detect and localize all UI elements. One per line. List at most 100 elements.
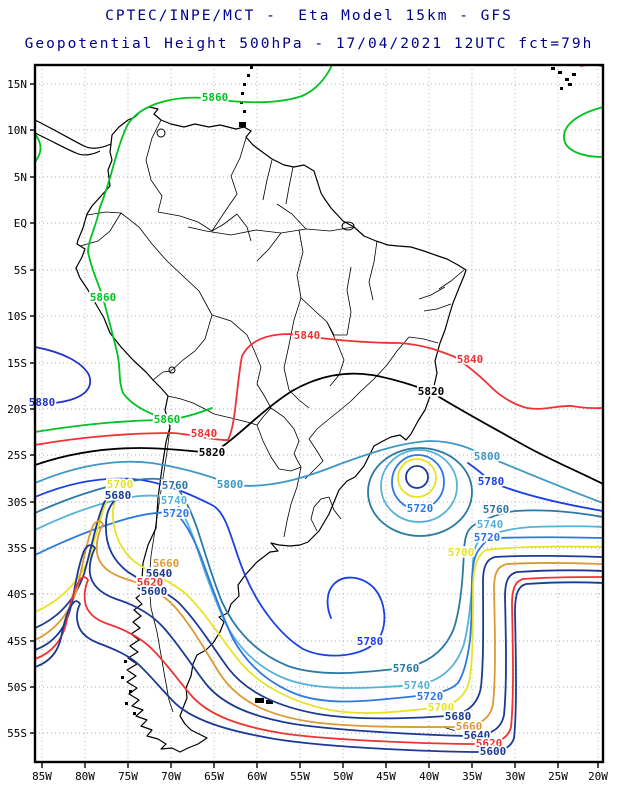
lat-label: 35S (7, 542, 27, 555)
contour-line-5860 (36, 419, 169, 433)
contour-label-5860: 5860 (154, 413, 181, 426)
border-line (187, 226, 354, 236)
border-line (283, 297, 302, 391)
contour-line-5880 (36, 346, 92, 405)
island (243, 110, 246, 113)
border-line (326, 321, 345, 387)
contour-label-5820: 5820 (199, 446, 226, 459)
contour-line-5700 (397, 458, 437, 498)
contour-label-5620: 5620 (137, 576, 164, 589)
contour-label-5820: 5820 (418, 385, 445, 398)
border-line (328, 400, 352, 420)
border-line (213, 413, 258, 426)
lon-label: 75W (118, 770, 138, 783)
lon-label: 60W (247, 770, 267, 783)
contour-label-5780: 5780 (478, 475, 505, 488)
border-line (418, 286, 446, 300)
border-line (86, 211, 122, 216)
contour-label-5640: 5640 (146, 567, 173, 580)
border-line (256, 407, 272, 426)
contour-line-5620 (36, 576, 602, 745)
island (243, 83, 246, 86)
lat-label: 30S (7, 496, 27, 509)
lat-label: 5S (14, 264, 27, 277)
contour-label-5640: 5640 (464, 729, 491, 742)
lat-label: 15N (7, 78, 27, 91)
border-line (270, 407, 300, 455)
contour-label-5800: 5800 (474, 450, 501, 463)
border-line (308, 438, 324, 462)
contour-label-5680: 5680 (445, 710, 472, 723)
border-line (328, 496, 342, 520)
contour-line-5680 (36, 495, 602, 720)
island (558, 71, 562, 74)
lon-label: 80W (75, 770, 95, 783)
island (129, 690, 132, 693)
lat-label: EQ (14, 217, 27, 230)
island (121, 676, 124, 679)
contour-label-5760: 5760 (162, 479, 189, 492)
contour-line-5660 (36, 520, 602, 728)
border-line (350, 364, 388, 402)
contour-line-5740 (380, 449, 458, 523)
border-line (256, 232, 282, 262)
chart-title-field: Geopotential Height 500hPa - 17/04/2021 … (24, 36, 594, 52)
border-line (408, 336, 439, 344)
lat-label: 5N (14, 171, 27, 184)
island (247, 74, 250, 77)
border-line (120, 212, 213, 316)
contour-label-5800: 5800 (217, 478, 244, 491)
contour-label-5620: 5620 (476, 737, 503, 750)
lat-label: 15S (7, 357, 27, 370)
contour-line-5760 (36, 477, 602, 674)
lake (168, 366, 176, 374)
lon-label: 50W (333, 770, 353, 783)
map-frame (33, 63, 605, 764)
island (133, 712, 136, 715)
border-line (310, 496, 330, 532)
lat-label: 55S (7, 727, 27, 740)
contour-label-5720: 5720 (163, 507, 190, 520)
lon-label: 40W (419, 770, 439, 783)
contour-label-5600: 5600 (141, 585, 168, 598)
border-line (423, 303, 452, 312)
contour-label-5720: 5720 (474, 531, 501, 544)
border-line (283, 466, 302, 538)
contour-line-5700 (36, 483, 602, 714)
border-line (152, 314, 213, 381)
contour-line-5860 (99, 66, 333, 208)
contour-line-5760 (367, 447, 473, 537)
contour-line-5600 (36, 581, 602, 753)
border-line (211, 213, 238, 232)
island (568, 83, 572, 86)
contour-label-5840: 5840 (294, 329, 321, 342)
lat-label: 50S (7, 681, 27, 694)
contour-line-5720 (391, 454, 445, 510)
contour-line-5680 (405, 465, 429, 489)
lat-label: 40S (7, 588, 27, 601)
contour-label-5840: 5840 (191, 427, 218, 440)
border-line (157, 211, 213, 232)
border-line (368, 240, 378, 301)
contour-label-5740: 5740 (477, 518, 504, 531)
contour-label-5740: 5740 (161, 494, 188, 507)
island (560, 87, 563, 90)
border-line (285, 166, 294, 205)
contour-label-5720: 5720 (407, 502, 434, 515)
lon-label: 25W (548, 770, 568, 783)
island (125, 702, 128, 705)
contour-line-5860 (36, 133, 42, 163)
lon-label: 45W (376, 770, 396, 783)
border-line (276, 203, 307, 230)
contour-line-5800 (36, 440, 602, 504)
contour-label-5700: 5700 (428, 701, 455, 714)
border-line (167, 395, 215, 415)
lat-label: 20S (7, 403, 27, 416)
contour-line-5780 (467, 462, 602, 512)
border-line (308, 418, 330, 440)
island (255, 698, 264, 703)
border-line (288, 389, 310, 409)
border-line (296, 229, 304, 299)
island (572, 73, 576, 76)
contour-line-5720 (36, 511, 602, 703)
